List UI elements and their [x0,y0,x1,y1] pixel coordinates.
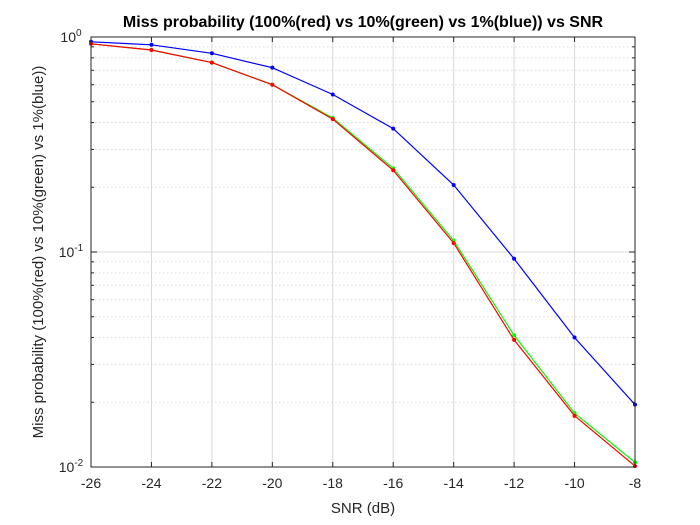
data-point-0 [512,256,517,261]
x-tick-label: -14 [444,475,464,491]
data-point-0 [149,42,154,47]
data-point-0 [572,335,577,340]
data-point-0 [330,92,335,97]
data-point-0 [209,51,214,56]
data-point-1 [512,333,517,338]
series-line-0 [90,41,636,406]
y-tick-label: 10-2 [59,458,84,475]
x-tick-label: -18 [323,475,343,491]
data-point-2 [149,48,154,53]
data-point-2 [572,413,577,418]
x-tick-label: -8 [629,475,642,491]
data-point-2 [451,241,456,246]
data-point-0 [391,126,396,131]
data-point-2 [209,60,214,65]
series-line-2 [90,43,636,467]
data-point-2 [391,168,396,173]
data-point-2 [270,82,275,87]
x-tick-label: -16 [383,475,403,491]
x-tick-label: -10 [564,475,584,491]
x-tick-label: -24 [141,475,161,491]
x-tick-label: -20 [262,475,282,491]
x-tick-label: -26 [81,475,101,491]
y-tick-label: 100 [60,28,82,45]
series-group [89,39,637,469]
chart-title: Miss probability (100%(red) vs 10%(green… [123,14,604,31]
y-axis-label: Miss probability (100%(red) vs 10%(green… [30,66,47,439]
data-point-0 [270,65,275,70]
x-tick-label: -12 [504,475,524,491]
x-tick-label: -22 [202,475,222,491]
data-point-2 [512,337,517,342]
ticks-group: -26 -24 -22 -20 -18 -16 -14 -12 -10 -8 100 10-1 10-2 [59,28,642,491]
data-point-2 [330,117,335,122]
x-axis-label: SNR (dB) [331,500,395,517]
y-tick-label: 10-1 [59,243,84,260]
data-point-0 [451,182,456,187]
